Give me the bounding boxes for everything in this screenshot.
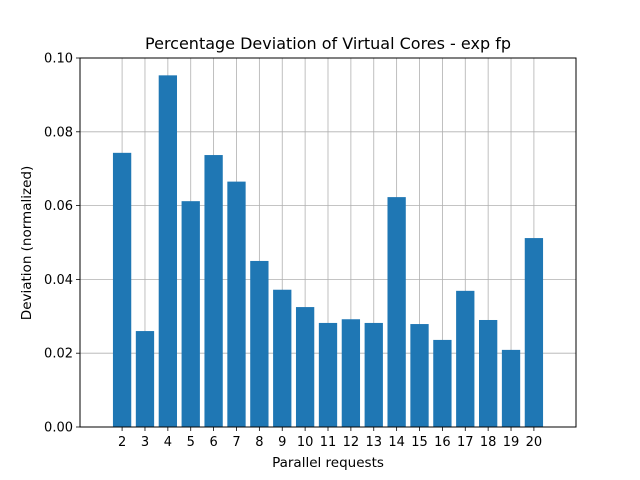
x-tick-label: 15 — [411, 435, 428, 450]
bar — [478, 319, 498, 427]
bar — [273, 289, 292, 427]
chart-title: Percentage Deviation of Virtual Cores - … — [145, 34, 511, 53]
bar — [204, 155, 223, 427]
bar — [364, 322, 383, 427]
bar — [318, 322, 338, 427]
x-tick-label: 11 — [320, 435, 337, 450]
bar — [387, 197, 406, 427]
bar — [524, 238, 544, 427]
y-tick-label: 0.10 — [44, 52, 73, 67]
y-tick-label: 0.04 — [44, 273, 73, 288]
bar — [250, 260, 269, 427]
y-tick-label: 0.00 — [44, 421, 73, 436]
y-tick-label: 0.02 — [44, 347, 73, 362]
y-axis-ticks: 0.00 0.02 0.04 0.06 0.08 0.10 — [44, 52, 80, 436]
bar — [181, 201, 200, 427]
bar — [433, 339, 452, 427]
x-tick-label: 19 — [503, 435, 520, 450]
x-tick-label: 14 — [388, 435, 405, 450]
bar — [295, 307, 315, 427]
x-tick-label: 12 — [343, 435, 360, 450]
bar — [227, 181, 246, 427]
x-tick-label: 4 — [164, 435, 172, 450]
x-tick-label: 20 — [526, 435, 543, 450]
bar — [341, 319, 361, 427]
y-tick-label: 0.08 — [44, 125, 73, 140]
y-axis-title: Deviation (normalized) — [19, 166, 35, 320]
bar — [158, 75, 178, 427]
x-tick-label: 8 — [255, 435, 263, 450]
y-tick-label: 0.06 — [44, 199, 73, 214]
x-tick-label: 6 — [209, 435, 217, 450]
bars — [112, 75, 544, 427]
x-tick-label: 7 — [232, 435, 240, 450]
x-tick-label: 17 — [457, 435, 474, 450]
bar — [501, 349, 521, 427]
x-tick-label: 2 — [118, 435, 126, 450]
bar — [112, 152, 132, 427]
bar — [410, 324, 429, 427]
x-tick-label: 5 — [187, 435, 195, 450]
x-tick-label: 16 — [434, 435, 451, 450]
x-tick-label: 10 — [297, 435, 314, 450]
bar — [456, 290, 475, 427]
x-tick-label: 13 — [365, 435, 382, 450]
x-tick-label: 3 — [141, 435, 149, 450]
bar — [135, 331, 155, 427]
x-tick-label: 18 — [480, 435, 497, 450]
x-axis-ticks: 2 3 4 5 6 7 8 9 10 11 12 13 14 15 16 17 18 19 20 — [118, 427, 542, 450]
x-axis-title: Parallel requests — [272, 455, 384, 471]
x-tick-label: 9 — [278, 435, 286, 450]
